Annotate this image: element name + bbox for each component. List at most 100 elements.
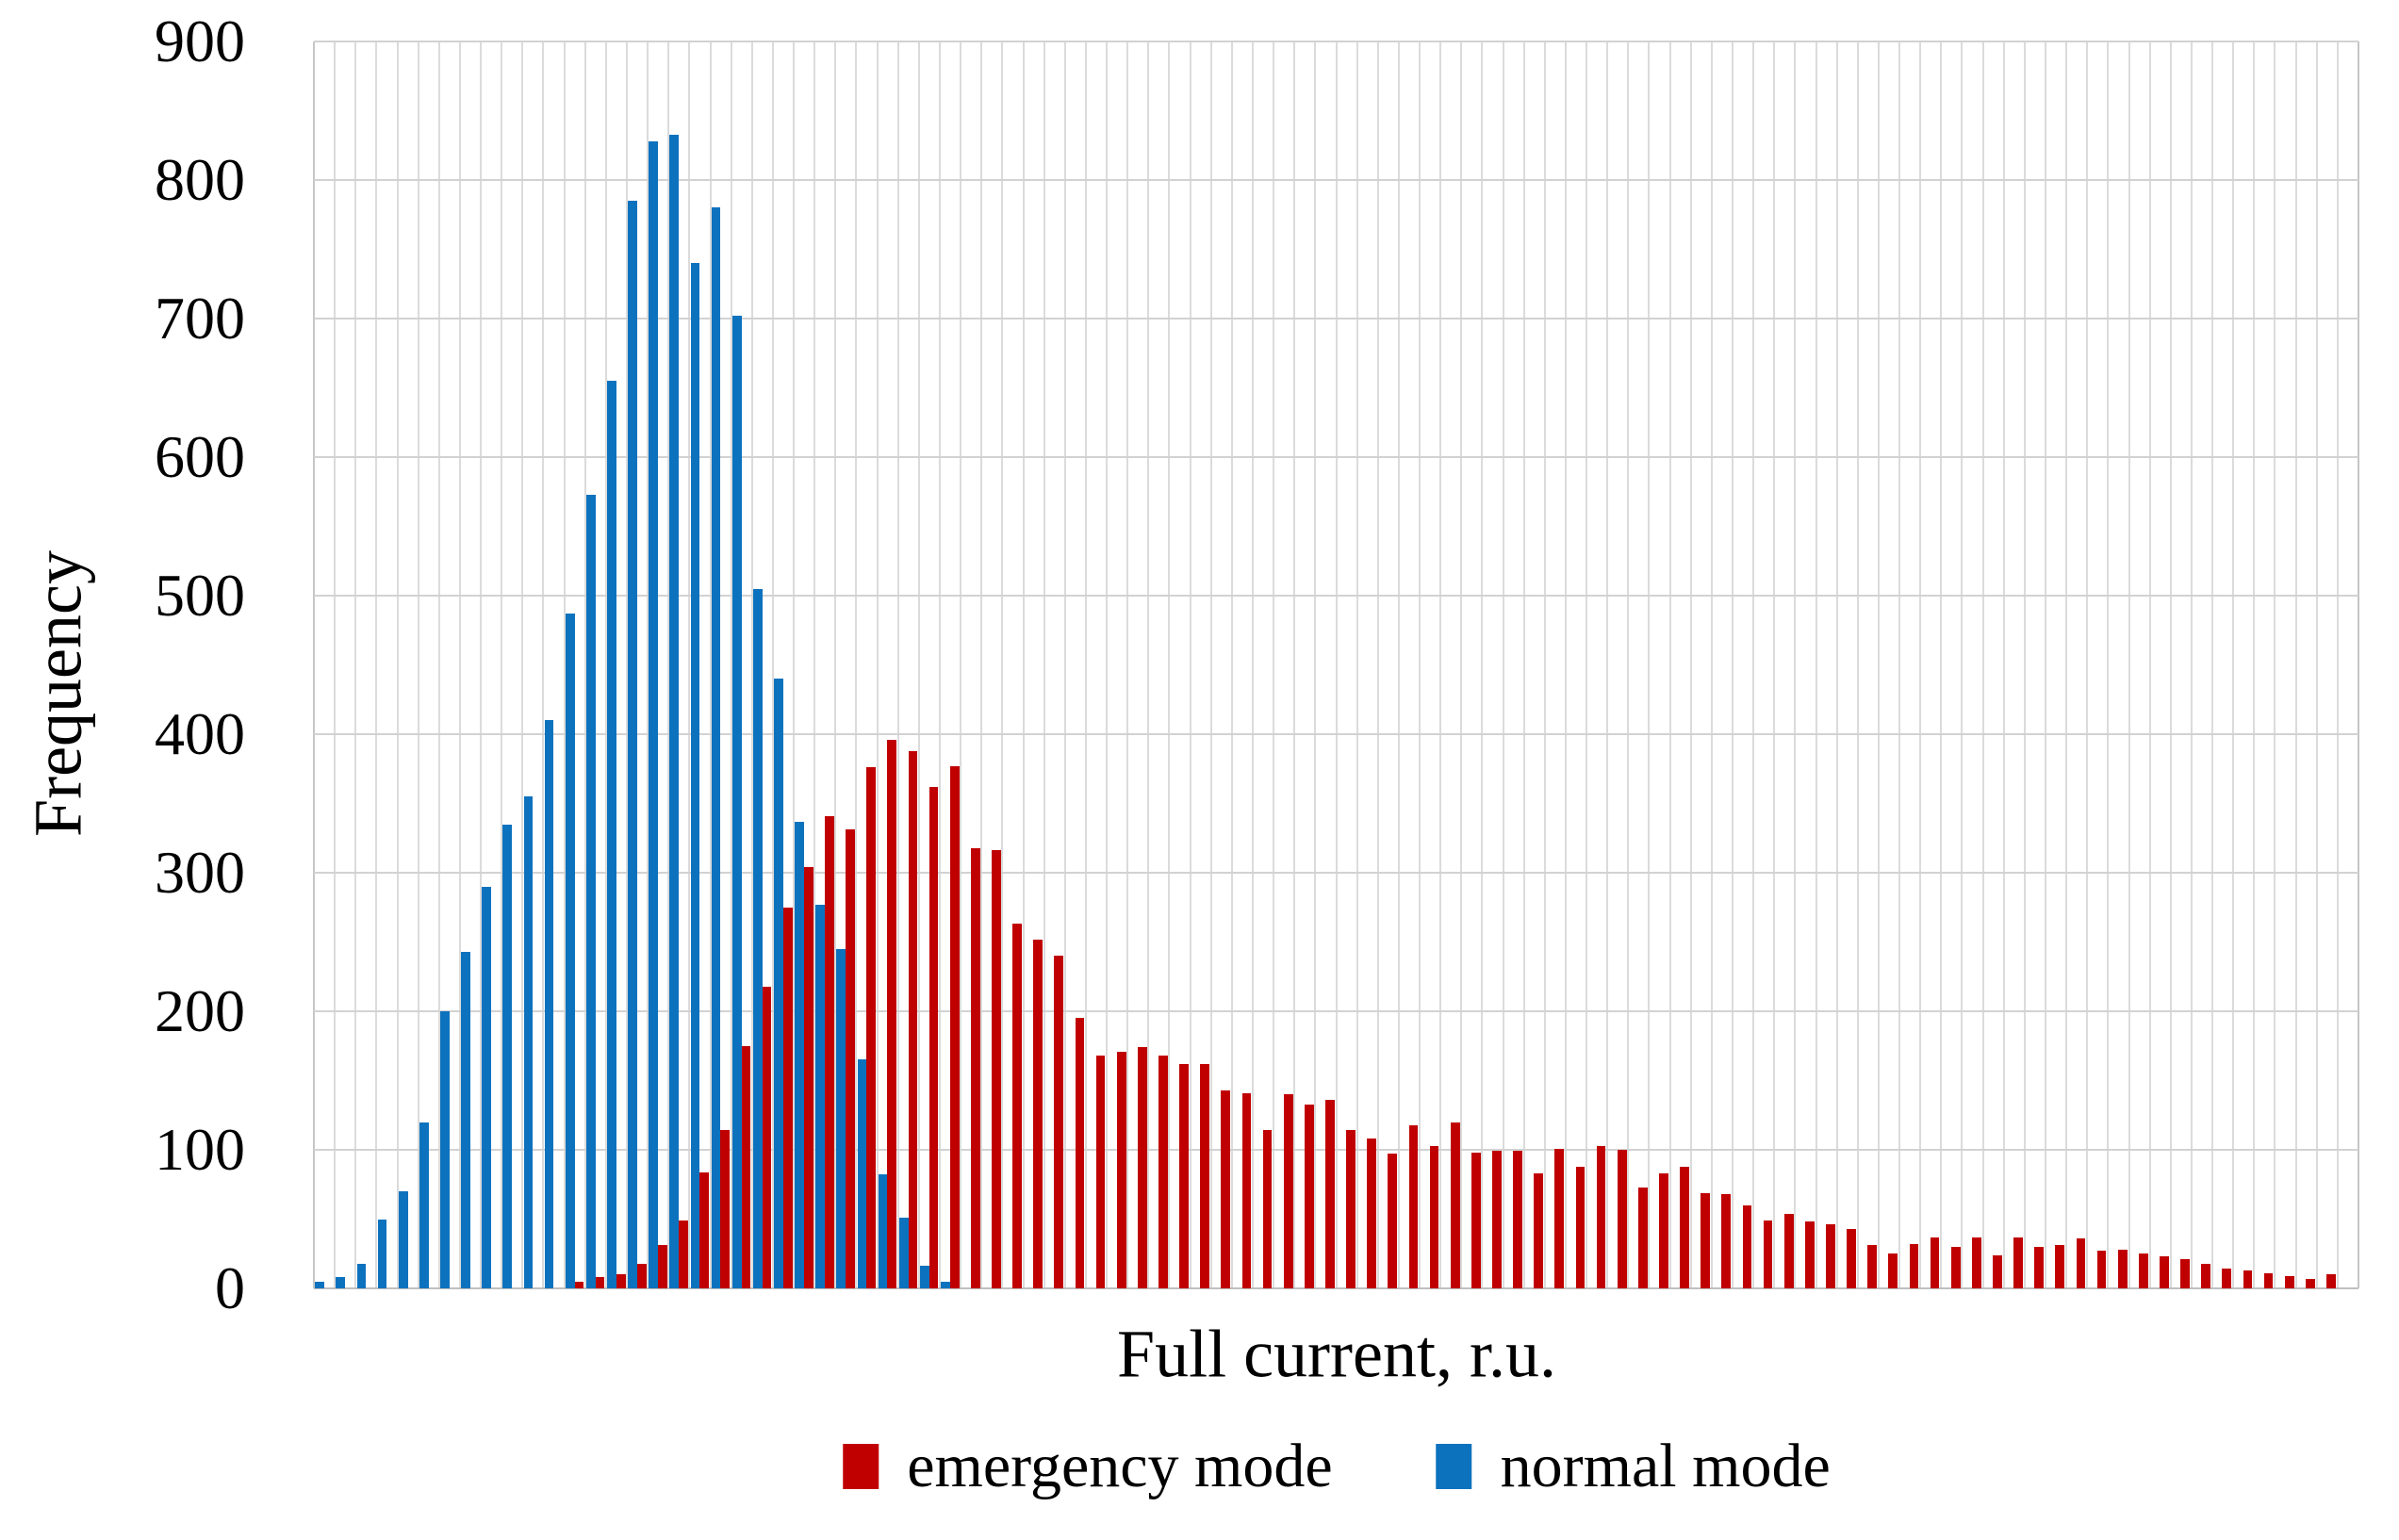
- histogram-slot: [1982, 41, 2003, 1288]
- bar-normal-mode: [836, 948, 846, 1288]
- bar-normal-mode: [752, 588, 763, 1288]
- bar-emergency-mode: [741, 1045, 751, 1288]
- bar-emergency-mode: [1867, 1245, 1878, 1288]
- bar-emergency-mode: [1763, 1220, 1773, 1288]
- bar-emergency-mode: [1971, 1237, 1981, 1288]
- histogram-slot: [376, 41, 397, 1288]
- histogram-slot: [1586, 41, 1607, 1288]
- bar-emergency-mode: [1033, 939, 1043, 1288]
- histogram-slot: [1753, 41, 1774, 1288]
- vertical-gridline: [1376, 41, 1379, 1288]
- vertical-gridline: [542, 41, 545, 1288]
- bar-normal-mode: [315, 1281, 325, 1288]
- vertical-gridline: [2294, 41, 2297, 1288]
- y-axis-title: Frequency: [20, 550, 96, 837]
- bar-emergency-mode: [1993, 1254, 2002, 1288]
- histogram-slot: [2024, 41, 2045, 1288]
- bar-normal-mode: [628, 201, 637, 1288]
- bar-emergency-mode: [1054, 956, 1064, 1288]
- horizontal-gridline: [314, 178, 2358, 181]
- vertical-gridline: [1689, 41, 1692, 1288]
- vertical-gridline: [1543, 41, 1546, 1288]
- vertical-gridline: [1251, 41, 1254, 1288]
- vertical-gridline: [2169, 41, 2172, 1288]
- bar-emergency-mode: [2013, 1237, 2023, 1288]
- vertical-gridline: [1230, 41, 1233, 1288]
- histogram-slot: [1774, 41, 1795, 1288]
- histogram-slot: [2170, 41, 2191, 1288]
- y-tick-label-300: 300: [155, 839, 245, 906]
- histogram-slot: [1962, 41, 1982, 1288]
- vertical-gridline: [1209, 41, 1212, 1288]
- vertical-gridline: [1314, 41, 1317, 1288]
- bar-emergency-mode: [2160, 1256, 2169, 1288]
- legend-item-emergency-mode: emergency mode: [843, 1431, 1333, 1502]
- histogram-slot: [355, 41, 376, 1288]
- bar-emergency-mode: [1304, 1104, 1314, 1288]
- histogram-slot: [543, 41, 564, 1288]
- histogram-slot: [1795, 41, 1816, 1288]
- bar-emergency-mode: [1637, 1187, 1648, 1288]
- y-tick-label-400: 400: [155, 700, 245, 767]
- bar-emergency-mode: [1659, 1173, 1668, 1288]
- histogram-slot: [1503, 41, 1523, 1288]
- histogram-slot: [1690, 41, 1711, 1288]
- vertical-gridline: [1460, 41, 1463, 1288]
- histogram-slot: [1273, 41, 1294, 1288]
- y-tick-label-0: 0: [215, 1254, 245, 1321]
- bar-emergency-mode: [2305, 1278, 2315, 1288]
- bar-emergency-mode: [2326, 1274, 2336, 1288]
- bar-normal-mode: [815, 904, 826, 1288]
- vertical-gridline: [1564, 41, 1567, 1288]
- histogram-slot: [481, 41, 501, 1288]
- histogram-slot: [419, 41, 439, 1288]
- horizontal-gridline: [314, 455, 2358, 458]
- vertical-gridline: [313, 41, 315, 1288]
- bar-normal-mode: [336, 1277, 346, 1288]
- vertical-gridline: [1273, 41, 1275, 1288]
- bar-normal-mode: [898, 1218, 909, 1288]
- histogram-slot: [522, 41, 543, 1288]
- vertical-gridline: [1752, 41, 1755, 1288]
- vertical-gridline: [1419, 41, 1421, 1288]
- vertical-gridline: [1794, 41, 1797, 1288]
- bar-emergency-mode: [2284, 1275, 2294, 1288]
- histogram-slot: [1148, 41, 1169, 1288]
- vertical-gridline: [396, 41, 399, 1288]
- vertical-gridline: [2253, 41, 2256, 1288]
- vertical-gridline: [1773, 41, 1776, 1288]
- bar-emergency-mode: [1721, 1194, 1732, 1288]
- histogram-slot: [1356, 41, 1377, 1288]
- vertical-gridline: [750, 41, 753, 1288]
- bar-emergency-mode: [1075, 1018, 1085, 1288]
- histogram-slot: [627, 41, 648, 1288]
- bar-emergency-mode: [1283, 1094, 1293, 1288]
- histogram-slot: [1566, 41, 1586, 1288]
- bar-emergency-mode: [2263, 1272, 2274, 1288]
- histogram-slot: [1023, 41, 1043, 1288]
- bar-normal-mode: [482, 886, 492, 1288]
- vertical-gridline: [647, 41, 649, 1288]
- vertical-gridline: [1481, 41, 1484, 1288]
- bar-normal-mode: [919, 1266, 929, 1288]
- histogram-slot: [1733, 41, 1753, 1288]
- vertical-gridline: [1084, 41, 1087, 1288]
- bar-emergency-mode: [1783, 1213, 1794, 1288]
- histogram-slot: [501, 41, 522, 1288]
- bar-emergency-mode: [1826, 1224, 1835, 1288]
- bar-emergency-mode: [1200, 1063, 1210, 1288]
- bar-normal-mode: [398, 1191, 408, 1288]
- vertical-gridline: [1877, 41, 1880, 1288]
- bar-emergency-mode: [2138, 1253, 2148, 1288]
- vertical-gridline: [1668, 41, 1671, 1288]
- vertical-gridline: [1439, 41, 1442, 1288]
- vertical-gridline: [563, 41, 566, 1288]
- histogram-slot: [731, 41, 752, 1288]
- bar-emergency-mode: [1596, 1145, 1606, 1288]
- vertical-gridline: [480, 41, 483, 1288]
- bar-normal-mode: [878, 1174, 888, 1288]
- histogram-slot: [710, 41, 731, 1288]
- histogram-slot: [1669, 41, 1690, 1288]
- histogram-slot: [2211, 41, 2232, 1288]
- bar-normal-mode: [502, 824, 513, 1288]
